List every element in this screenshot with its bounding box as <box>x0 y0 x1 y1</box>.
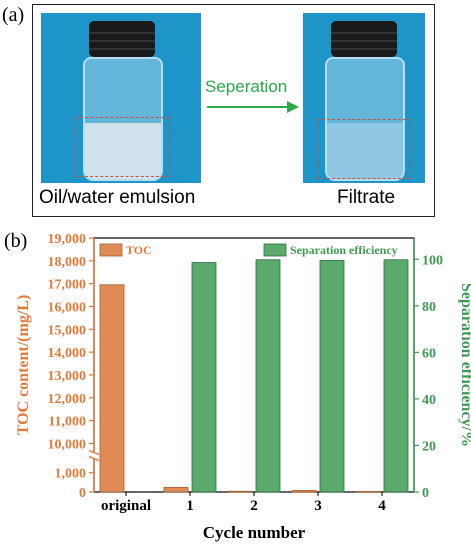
separation-arrow-icon <box>207 101 299 113</box>
axis-break-mark-bottom <box>88 455 100 462</box>
left-tick-label: 19,000 <box>48 232 87 247</box>
x-tick-label: original <box>101 498 151 514</box>
emulsion-liquid <box>85 123 161 179</box>
jar-cap-left <box>89 21 155 57</box>
x-tick-label: 1 <box>186 498 194 514</box>
emulsion-highlight-box <box>75 117 169 177</box>
left-axis-title: TOC content/(mg/L) <box>15 295 32 436</box>
left-tick-label: 17,000 <box>48 278 87 293</box>
filtrate-highlight-box <box>317 119 411 179</box>
legend-efficiency-swatch <box>263 243 287 257</box>
right-tick-label: 100 <box>422 253 443 268</box>
right-tick-label: 60 <box>422 346 436 361</box>
right-tick-label: 0 <box>422 486 429 501</box>
efficiency-bar <box>319 260 345 493</box>
toc-bar <box>291 490 317 493</box>
left-tick-label: 11,000 <box>48 415 86 430</box>
panel-a-label: (a) <box>2 4 25 26</box>
axis-break-mark-top <box>88 449 100 456</box>
toc-bar <box>99 284 125 493</box>
left-tick-label: 10,000 <box>48 437 87 452</box>
jar-cap-right <box>331 21 397 57</box>
left-tick-label: 18,000 <box>48 255 87 270</box>
photo-panel: Seperation Oil/water emulsion Filtrate <box>32 4 435 217</box>
efficiency-bar <box>383 259 409 493</box>
toc-bar <box>163 486 189 493</box>
legend-toc-swatch <box>99 243 123 257</box>
filtrate-caption: Filtrate <box>337 187 396 208</box>
panel-b-label: (b) <box>4 230 28 252</box>
left-tick-label: 12,000 <box>48 392 87 407</box>
x-tick-label: 3 <box>314 498 322 514</box>
efficiency-bar <box>255 259 281 493</box>
jar-body-left <box>83 57 163 181</box>
left-tick-label: 0 <box>79 486 86 501</box>
x-tick-label: 2 <box>250 498 258 514</box>
right-tick-label: 80 <box>422 300 436 315</box>
toc-bar <box>227 490 253 493</box>
left-tick-label: 14,000 <box>48 346 87 361</box>
left-tick-label: 1,000 <box>55 467 87 482</box>
right-tick-label: 20 <box>422 439 436 454</box>
plot-frame <box>93 237 415 493</box>
left-tick-label: 16,000 <box>48 300 87 315</box>
efficiency-bar <box>191 262 217 493</box>
toc-efficiency-chart: 0 1,000 10,000 11,000 12,000 13,000 14,000 15,0… <box>15 232 471 542</box>
filtrate-liquid <box>327 123 403 179</box>
x-tick-label: 4 <box>378 498 386 514</box>
separation-arrow-label: Seperation <box>205 77 288 96</box>
legend-toc-label: TOC <box>126 243 152 257</box>
filtrate-photo <box>303 13 425 183</box>
toc-bar <box>355 491 381 493</box>
emulsion-photo <box>41 13 201 183</box>
right-tick-label: 40 <box>422 393 436 408</box>
legend-efficiency-label: Separation efficiency <box>290 243 398 257</box>
left-tick-label: 15,000 <box>48 323 87 338</box>
emulsion-caption: Oil/water emulsion <box>39 187 196 208</box>
right-axis-title: Separation efficiency/% <box>458 283 471 447</box>
left-tick-label: 13,000 <box>48 369 87 384</box>
x-axis-title: Cycle number <box>203 523 306 542</box>
